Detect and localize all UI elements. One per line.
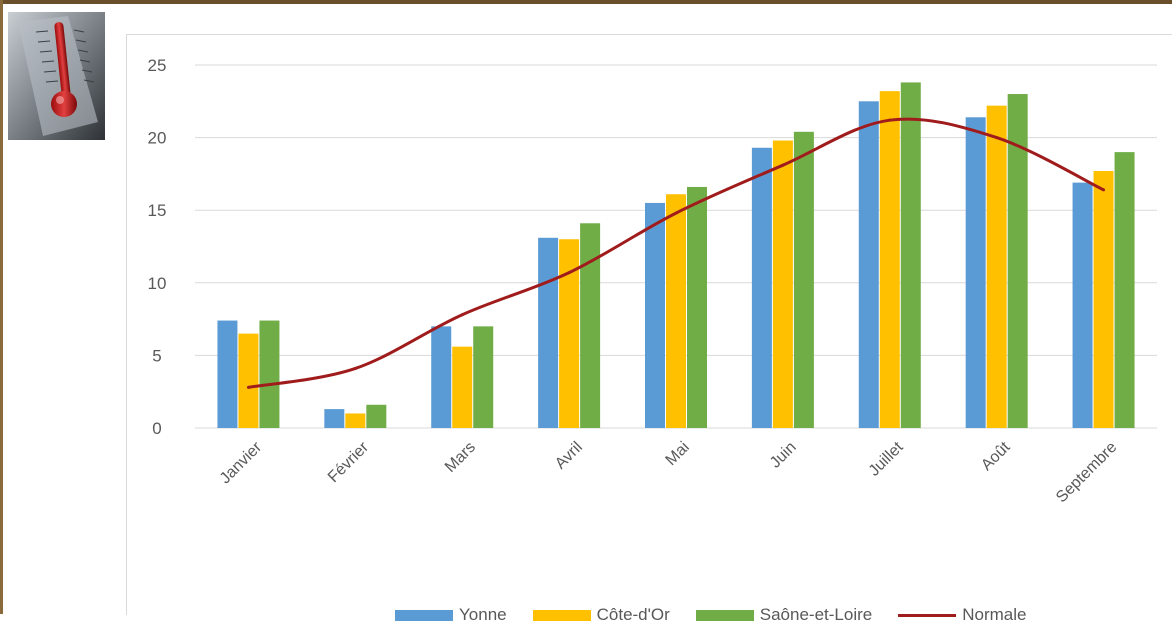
normale-point-3 [567, 271, 571, 275]
bar-c-te-d-or-7 [986, 105, 1007, 428]
chart: 0 5 10 15 20 25 Janvier Février Mars Avril Mai Juin… [148, 56, 1157, 506]
legend-label: Côte-d'Or [596, 605, 670, 624]
normale-point-0 [246, 385, 250, 389]
legend: Yonne Côte-d'Or Saône-et-Loire Normale [395, 602, 1052, 628]
legend-item: Normale [898, 605, 1026, 625]
window-left-border [0, 0, 3, 614]
x-tick-label: Janvier [217, 438, 266, 487]
bar-sa-ne-et-loire-1 [366, 404, 387, 428]
y-tick-label: 10 [148, 274, 167, 293]
legend-swatch [532, 609, 591, 621]
normale-point-7 [995, 136, 999, 140]
bar-yonne-5 [751, 147, 772, 428]
bar-yonne-0 [217, 320, 238, 428]
normale-point-5 [781, 163, 785, 167]
bar-sa-ne-et-loire-2 [473, 326, 494, 428]
x-tick-label: Septembre [1053, 439, 1120, 506]
x-tick-label: Mai [663, 439, 693, 469]
y-tick-label: 5 [152, 346, 161, 365]
legend-label: Normale [962, 605, 1027, 624]
bar-c-te-d-or-4 [666, 194, 686, 428]
bar-yonne-6 [858, 101, 879, 429]
y-tick-label: 20 [148, 129, 167, 148]
normale-point-4 [674, 211, 678, 215]
bar-sa-ne-et-loire-7 [1007, 94, 1028, 428]
bar-yonne-3 [538, 237, 559, 428]
bar-c-te-d-or-0 [238, 333, 259, 428]
legend-item: Yonne [395, 605, 507, 625]
bar-yonne-4 [645, 202, 665, 428]
bar-c-te-d-or-3 [559, 239, 580, 428]
bar-sa-ne-et-loire-6 [900, 82, 921, 428]
legend-label: Yonne [459, 605, 507, 624]
thermometer-icon [8, 12, 105, 140]
bar-sa-ne-et-loire-0 [259, 320, 280, 428]
bar-yonne-8 [1072, 182, 1093, 428]
legend-swatch [695, 609, 754, 621]
x-tick-label: Juin [767, 439, 800, 472]
x-tick-label: Avril [552, 439, 586, 473]
bar-yonne-7 [965, 117, 986, 428]
y-tick-label: 25 [148, 56, 167, 75]
normale-point-1 [353, 366, 357, 370]
bar-c-te-d-or-6 [879, 91, 900, 429]
bar-sa-ne-et-loire-5 [793, 131, 814, 428]
bar-c-te-d-or-1 [345, 413, 366, 428]
x-tick-label: Février [325, 438, 373, 486]
bar-sa-ne-et-loire-4 [687, 186, 707, 428]
legend-label: Saône-et-Loire [759, 605, 873, 624]
bar-c-te-d-or-5 [772, 140, 793, 428]
bar-yonne-2 [431, 326, 452, 428]
legend-item: Côte-d'Or [532, 605, 670, 625]
bar-c-te-d-or-2 [452, 346, 473, 428]
normale-point-8 [1102, 188, 1106, 192]
bar-sa-ne-et-loire-8 [1114, 152, 1135, 428]
normale-point-6 [888, 118, 892, 122]
y-tick-label: 0 [152, 419, 161, 438]
x-tick-label: Août [978, 438, 1014, 474]
chart-panel: 0 5 10 15 20 25 Janvier Février Mars Avril Mai Juin… [126, 34, 1172, 624]
window-top-border [0, 0, 1172, 4]
bar-yonne-1 [324, 409, 345, 428]
x-tick-label: Mars [442, 439, 479, 476]
legend-swatch [395, 609, 453, 621]
x-tick-label: Juillet [866, 438, 907, 479]
y-tick-label: 15 [148, 201, 167, 220]
normale-point-2 [460, 313, 464, 317]
bar-c-te-d-or-8 [1093, 170, 1114, 428]
bar-sa-ne-et-loire-3 [580, 223, 601, 428]
legend-item: Saône-et-Loire [695, 605, 873, 625]
